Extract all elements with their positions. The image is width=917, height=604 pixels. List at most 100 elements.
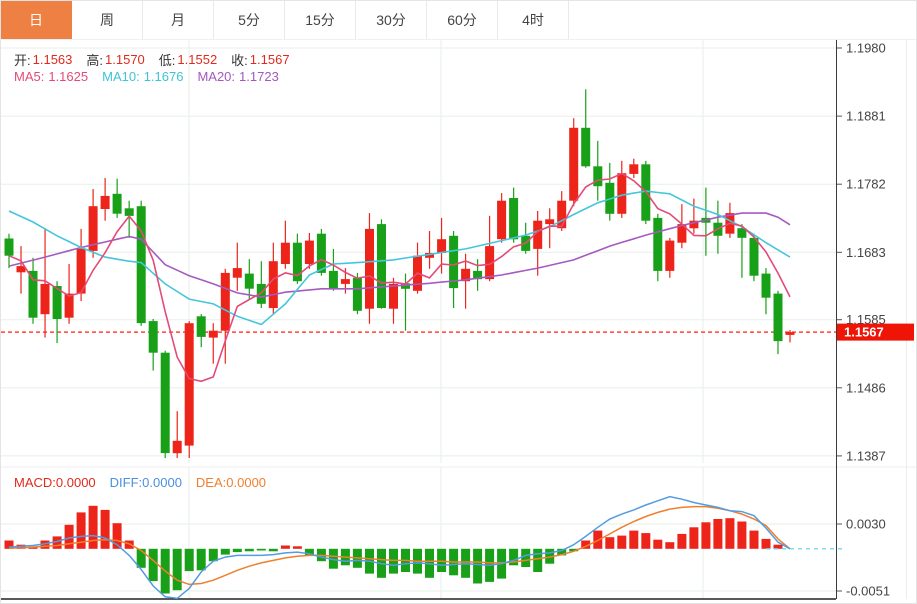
macd-bar [437,548,447,572]
candle-body [545,219,555,225]
macd-bar [701,522,711,549]
candle-body [16,266,26,273]
candle-body [737,228,747,238]
timeframe-tabbar: 日周月 5分 15分 30分 60分 4时 [1,1,916,40]
tab-timeframe-4时[interactable]: 4时 [498,1,569,39]
dea-value: 0.0000 [226,475,267,490]
macd-legend: MACD: 0.0000 DIFF: 0.0000 DEA: 0.0000 [14,475,266,490]
candle-body [425,253,434,258]
tab-timeframe-30分[interactable]: 30分 [356,1,427,39]
macd-bar [28,547,38,549]
candle-body [352,277,362,311]
candle-body [461,268,471,282]
candle-body [689,220,699,229]
candle-body [4,238,14,256]
candle-body [268,261,278,308]
macd-bar [773,544,783,549]
macd-bar [112,523,122,549]
macd-bar [653,539,663,549]
candle-body [304,240,314,264]
macd-bar [641,533,651,549]
open-value: 1.1563 [32,52,73,67]
candle-body [40,283,50,315]
candle-body [665,240,675,271]
candle-body [52,286,62,319]
macd-bar [256,548,266,551]
ma10-line [8,190,791,326]
dea-label: DEA: [195,475,227,490]
macd-bar [533,548,543,572]
high-label: 高: [86,53,104,68]
macd-bar [304,548,314,556]
macd-bar [232,548,242,553]
low-label: 低: [158,53,176,68]
macd-bar [545,548,555,564]
macd-bar [689,527,699,549]
candle-body [449,235,459,289]
tab-timeframe-60分[interactable]: 60分 [427,1,498,39]
tab-timeframe-日[interactable]: 日 [1,1,72,39]
price-axis-tick: 1.1387 [846,448,886,463]
candle-body [593,166,603,187]
macd-bar [280,545,290,549]
price-axis-tick: 1.1980 [846,41,886,56]
macd-bar [328,548,338,569]
tab-timeframe-月[interactable]: 月 [143,1,214,39]
candle-body [365,228,374,309]
macd-bar [473,548,483,584]
candle-body [196,316,206,337]
candle-body [653,217,663,271]
candle-body [220,272,230,331]
tab-timeframe-周[interactable]: 周 [72,1,143,39]
ma20-line [8,212,791,298]
close-value: 1.1567 [249,52,290,67]
high-value: 1.1570 [105,52,145,67]
close-label: 收: [231,53,248,68]
macd-bar [665,542,675,549]
diff-line [8,495,791,600]
ma5-value: 1.1625 [48,69,89,84]
macd-bar [100,509,110,549]
tab-timeframe-15分[interactable]: 15分 [285,1,356,39]
open-label: 开: [14,53,31,68]
macd-bar [40,540,50,549]
candle-body [28,270,38,318]
macd-bar [521,548,531,567]
candle-body [148,321,158,353]
price-axis-tick: 1.1782 [846,177,886,192]
macd-value: 0.0000 [55,475,96,490]
candle-body [316,233,326,273]
candle-body [749,237,759,276]
macd-bar [52,536,62,549]
diff-value: 0.0000 [142,475,182,490]
candle-body [100,195,110,209]
candle-body [184,323,194,446]
candle-body [340,279,350,284]
ohlc-legend: 开: 1.1563 高: 1.1570 低: 1.1552 收: 1.1567 [14,50,290,69]
candle-body [497,200,507,240]
ma10-value: 1.1676 [143,69,184,84]
macd-bar [677,533,687,549]
ma10-label: MA10: [102,69,140,84]
candle-body [509,198,519,240]
macd-bar [244,548,254,552]
macd-bar [617,535,627,549]
current-price-label [837,323,914,341]
candle-body [377,224,386,308]
candle-body [617,173,627,214]
candle-body [112,193,122,214]
macd-bar [196,548,206,571]
ma20-value: 1.1723 [239,69,279,84]
macd-axis-tick: 0.0030 [846,517,886,532]
candle-body [533,220,543,249]
candle-body [773,293,783,342]
macd-axis-tick: -0.0051 [846,584,890,599]
macd-bar [725,518,735,549]
macd-bar [557,548,567,556]
candle-body [292,242,302,282]
macd-bar [737,521,747,549]
tab-timeframe-5分[interactable]: 5分 [214,1,285,39]
macd-bar [136,548,146,568]
current-price-text: 1.1567 [844,325,884,340]
